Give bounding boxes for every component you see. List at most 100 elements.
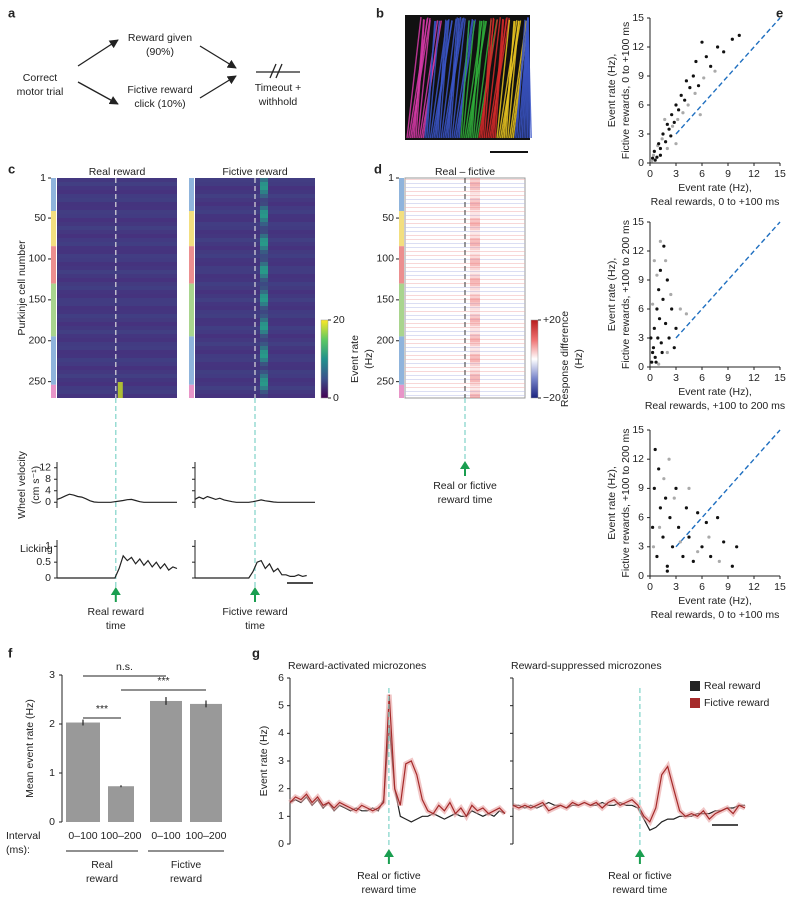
heatmap-streak (260, 326, 268, 330)
heatmap-streak (260, 310, 268, 314)
heatmap-row (405, 343, 525, 344)
point (658, 153, 663, 157)
heatmap-streak (260, 190, 268, 194)
image-strand (433, 20, 453, 139)
heatmap-streak (260, 318, 268, 322)
heatmap-streak (470, 354, 480, 358)
diagram-node: Reward given (128, 32, 192, 44)
image-strand (474, 20, 492, 139)
x-tick-label: 15 (774, 168, 786, 180)
x-tick-label: 0 (647, 372, 653, 384)
point (658, 146, 663, 151)
heatmap-streak (260, 314, 268, 318)
panel-label: a (8, 5, 16, 20)
heatmap-streak (260, 358, 268, 362)
reward-caption: reward time (438, 494, 493, 506)
heatmap-row (57, 206, 177, 210)
x-tick-label: 12 (748, 581, 760, 593)
heatmap-streak (470, 258, 480, 262)
image-strand (481, 18, 492, 139)
heatmap-streak (260, 258, 268, 262)
point (668, 516, 672, 520)
reward-arrow-head (110, 587, 121, 595)
point (713, 69, 717, 73)
heatmap-row (57, 238, 177, 242)
diagram-arrows (77, 39, 300, 105)
heatmap-row (195, 206, 315, 210)
image-strand (483, 17, 495, 139)
heatmap-row (405, 303, 525, 304)
heatmap-streak (470, 210, 480, 214)
heatmap-streak (470, 190, 480, 194)
y-tick-label: 200 (28, 335, 46, 347)
heatmap-row (195, 286, 315, 290)
heatmap-streak (260, 286, 268, 290)
diagram-node: click (10%) (134, 98, 185, 110)
point (657, 525, 662, 529)
point (670, 113, 674, 117)
heatmap-row (195, 342, 315, 346)
heatmap-streak (260, 206, 268, 210)
identity-line (675, 221, 781, 339)
heatmap-row (405, 351, 525, 352)
y-tick-label: 250 (28, 375, 46, 387)
heatmap-streak (260, 194, 268, 198)
heatmap-row (405, 367, 525, 368)
point (672, 346, 676, 350)
heatmap-row (405, 199, 525, 200)
x-tick-label: 0 (647, 581, 653, 593)
diagram-node: motor trial (17, 86, 64, 98)
heatmap-streak (260, 226, 268, 230)
y-tick-label: 0 (49, 816, 55, 828)
point (652, 326, 656, 330)
heatmap-streak (470, 238, 480, 242)
line (289, 694, 506, 818)
point (667, 127, 671, 131)
heatmap-row (195, 238, 315, 242)
heatmap-streak (470, 366, 480, 370)
point (657, 362, 661, 366)
heatmap-streak (470, 270, 480, 274)
y-tick-label: 1 (40, 172, 46, 184)
reward-caption: Real reward (87, 606, 144, 618)
heatmap-row (405, 287, 525, 288)
colorbar-label: Event rate (349, 335, 361, 383)
heatmap-streak (260, 210, 268, 214)
heatmap-streak (470, 318, 480, 322)
bar (190, 703, 222, 822)
heatmap-streak (260, 370, 268, 374)
y-tick-label: 3 (278, 755, 284, 767)
point (707, 535, 711, 539)
point (684, 506, 689, 510)
line (195, 559, 307, 579)
heatmap-row (405, 311, 525, 312)
heatmap-streak (470, 178, 480, 182)
point (653, 355, 657, 359)
point (687, 535, 691, 539)
heatmap-streak (470, 382, 480, 386)
colorbar-label: Response difference (559, 311, 571, 407)
point (664, 140, 668, 144)
heatmap-streak (470, 246, 480, 250)
heatmap-row (57, 326, 177, 330)
panel-label: d (374, 161, 382, 176)
group-strip (51, 211, 56, 247)
point (684, 79, 689, 83)
heatmap-row (195, 326, 315, 330)
y-tick-label: 150 (28, 294, 46, 306)
colorbar (320, 319, 329, 399)
image-strand (453, 18, 474, 139)
point (672, 496, 676, 500)
panel-label: e (776, 5, 783, 20)
point (678, 307, 682, 311)
y-tick-label: 6 (278, 672, 284, 684)
heatmap-streak (260, 230, 268, 234)
y-tick-label: 0 (278, 838, 284, 850)
heatmap-streak (260, 298, 268, 302)
heatmap-row (57, 346, 177, 350)
heatmap-row (195, 198, 315, 202)
heatmap-streak (260, 374, 268, 378)
heatmap-row (57, 250, 177, 254)
point (670, 545, 675, 549)
group-strip (51, 283, 56, 337)
